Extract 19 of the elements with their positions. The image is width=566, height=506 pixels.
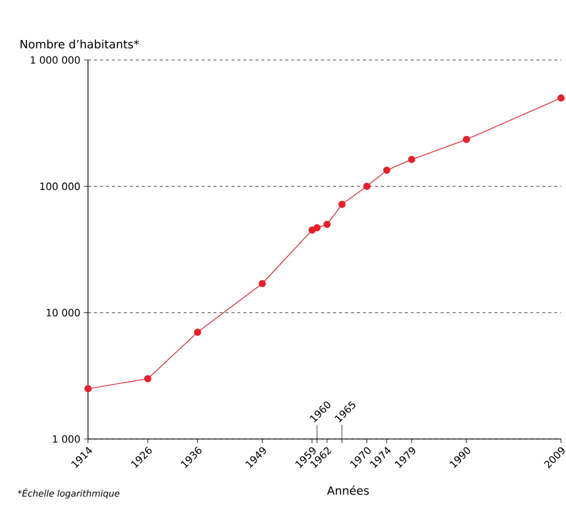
point: [84, 385, 92, 392]
y-tick-label: 1 000: [53, 435, 80, 443]
y-tick-label: 100 000: [40, 182, 80, 190]
point: [323, 220, 331, 228]
point: [408, 156, 416, 164]
y-axis-title: Nombre d’habitants*: [20, 40, 139, 48]
point: [194, 328, 202, 336]
point: [557, 94, 565, 102]
y-tick-label: 10 000: [46, 308, 80, 316]
point: [338, 200, 346, 208]
point: [144, 375, 152, 382]
point: [258, 280, 266, 288]
y-tick-label: 1 000 000: [30, 56, 80, 64]
x-axis-title: Années: [327, 486, 369, 495]
point: [462, 136, 470, 144]
text: *Échelle logarithmique: [18, 488, 120, 498]
point: [363, 182, 370, 190]
point: [383, 166, 390, 174]
point: [313, 224, 321, 232]
